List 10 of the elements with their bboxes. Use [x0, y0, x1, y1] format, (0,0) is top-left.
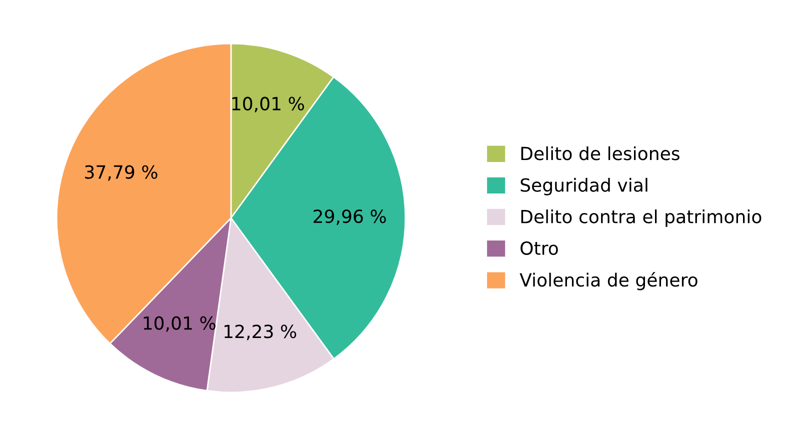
legend-label: Delito de lesiones — [521, 146, 680, 160]
legend-label: Seguridad vial — [520, 178, 648, 196]
data-label: 29,96 % — [314, 210, 386, 226]
data-label: 12,23 % — [224, 324, 296, 340]
data-label: 10,01 % — [144, 316, 216, 332]
data-label: 10,01 % — [232, 96, 304, 112]
legend-label: Delito contra el patrimonio — [521, 209, 762, 227]
data-label: 37,79 % — [85, 165, 158, 181]
legend-label: Otro — [520, 241, 558, 255]
legend-label: Violencia de género — [520, 272, 698, 290]
